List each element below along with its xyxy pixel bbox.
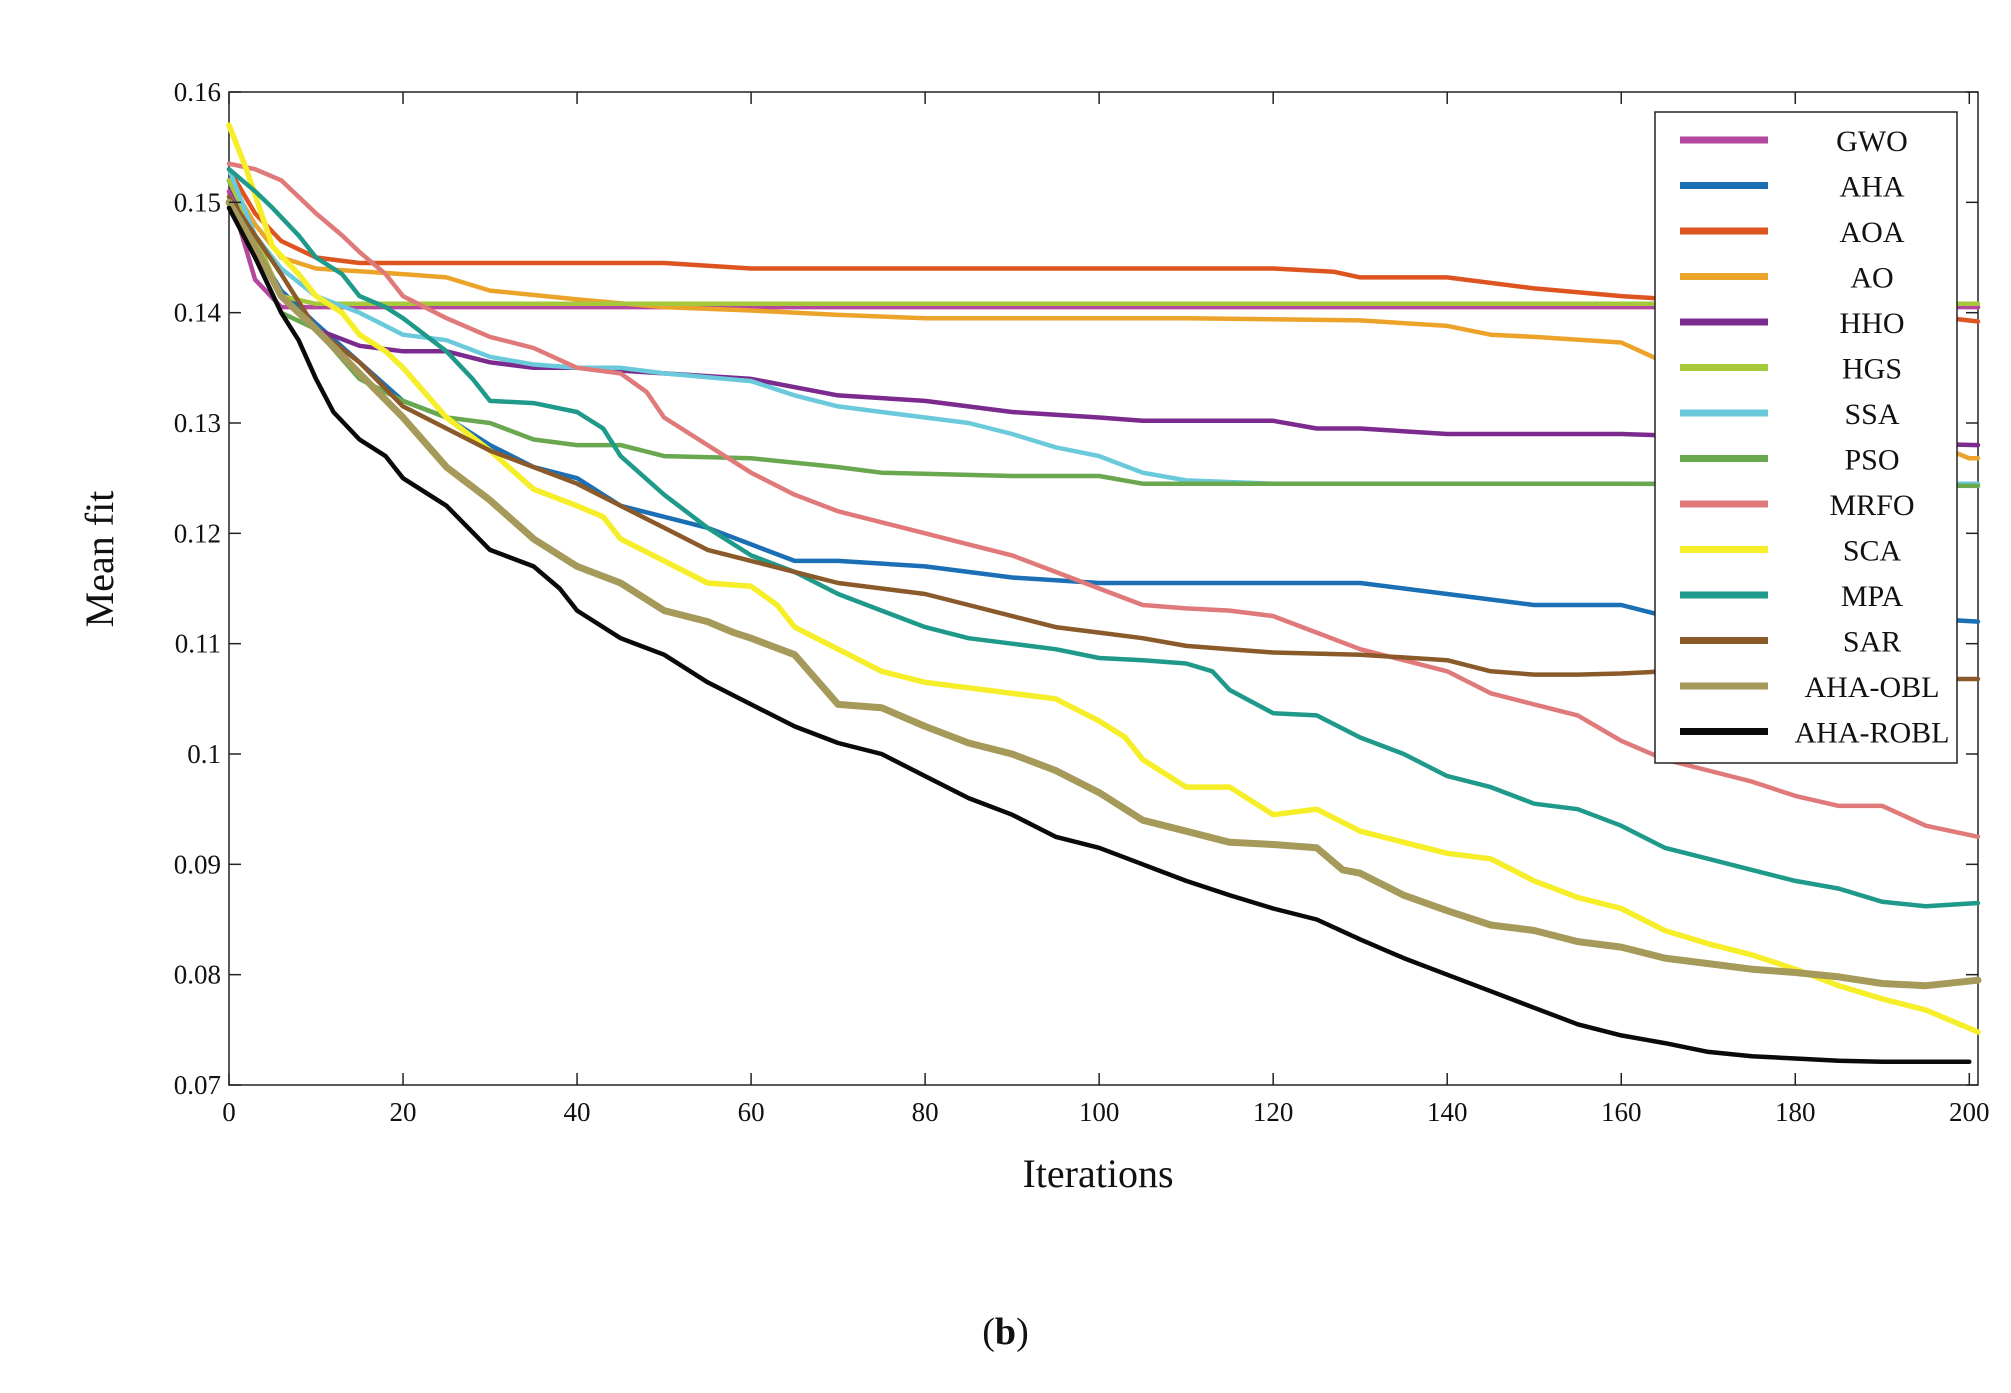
y-tick-label: 0.16	[174, 77, 221, 107]
panel-label-close: )	[1016, 1311, 1029, 1353]
y-tick-label: 0.11	[175, 629, 221, 659]
series-line-aha-obl	[225, 198, 1982, 990]
y-tick-label: 0.12	[174, 518, 221, 548]
x-tick-label: 140	[1427, 1097, 1468, 1127]
x-tick-label: 20	[390, 1097, 417, 1127]
x-tick-label: 80	[912, 1097, 939, 1127]
x-tick-label: 160	[1601, 1097, 1642, 1127]
legend-label-hho: HHO	[1840, 307, 1905, 340]
x-tick-label: 120	[1253, 1097, 1294, 1127]
y-tick-label: 0.14	[174, 298, 222, 328]
x-tick-label: 100	[1079, 1097, 1120, 1127]
legend-label-gwo: GWO	[1836, 125, 1908, 158]
y-tick-label: 0.09	[174, 849, 221, 879]
legend-label-ao: AO	[1850, 262, 1893, 295]
y-axis-title: Mean fit	[77, 491, 122, 628]
ticks-layer: 0 20 40 60 80 100 120 140 160 180 200 0.07 0.08 0.09 0…	[174, 77, 1990, 1127]
legend-label-aha: AHA	[1840, 171, 1905, 204]
series-line-mrfo	[226, 161, 1981, 840]
y-tick-label: 0.07	[174, 1070, 221, 1100]
y-tick-label: 0.08	[174, 960, 221, 990]
series-line-ssa	[226, 166, 1981, 486]
y-tick-label: 0.13	[174, 408, 221, 438]
legend-label-sca: SCA	[1843, 535, 1902, 568]
legend-label-aha-obl: AHA-OBL	[1805, 671, 1940, 704]
x-tick-label: 60	[738, 1097, 765, 1127]
legend-label-ssa: SSA	[1844, 398, 1899, 431]
series-line-hho	[226, 178, 1981, 448]
series-line-aha	[226, 178, 1981, 624]
x-tick-label: 180	[1775, 1097, 1816, 1127]
legend-label-hgs: HGS	[1842, 353, 1902, 386]
legend-label-aha-robl: AHA-ROBL	[1795, 717, 1950, 750]
panel-label-open: (	[982, 1311, 995, 1353]
x-tick-label: 40	[564, 1097, 591, 1127]
series-layer	[225, 122, 1982, 1065]
x-tick-label: 200	[1949, 1097, 1990, 1127]
legend: GWO AHA AOA AO HHO HGS SSA PSO MRFO SCA MPA SAR AHA-…	[1654, 111, 1958, 764]
legend-label-sar: SAR	[1843, 626, 1901, 659]
y-tick-label: 0.15	[174, 187, 221, 217]
panel-label-letter: b	[994, 1311, 1017, 1353]
legend-box	[1654, 111, 1958, 764]
legend-label-aoa: AOA	[1840, 216, 1905, 249]
y-tick-label: 0.1	[187, 739, 221, 769]
series-line-aha-robl	[226, 205, 1972, 1065]
series-line-mpa	[226, 166, 1981, 909]
x-tick-label: 0	[222, 1097, 236, 1127]
legend-label-mrfo: MRFO	[1829, 489, 1914, 522]
panel-label: (b)	[0, 1310, 2011, 1354]
x-axis-title: Iterations	[1022, 1151, 1173, 1196]
series-line-sca	[226, 122, 1981, 1035]
series-line-sar	[226, 194, 1981, 682]
legend-label-mpa: MPA	[1841, 580, 1904, 613]
legend-label-pso: PSO	[1844, 444, 1899, 477]
